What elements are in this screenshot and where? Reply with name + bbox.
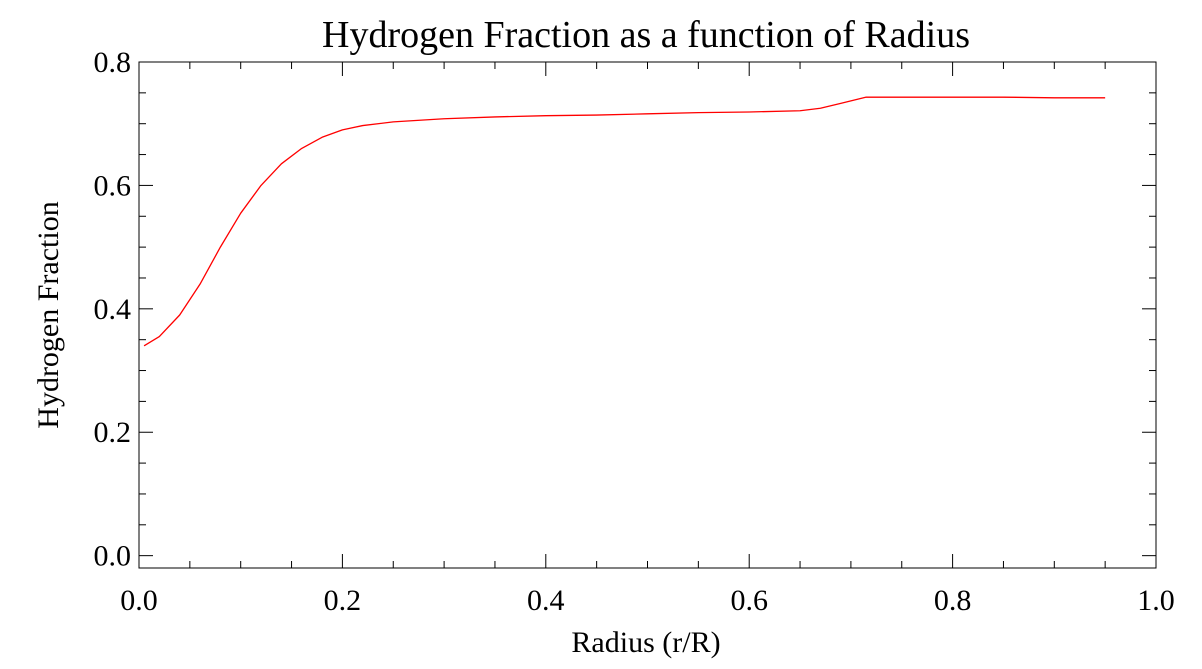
y-tick-label: 0.0 (94, 540, 132, 573)
x-tick-label: 0.0 (120, 584, 158, 617)
plot-area: 0.0 0.2 0.4 0.6 0.8 1.0 0.0 0.2 0.4 0.6 0.8 (94, 46, 1175, 617)
x-tick-label: 0.8 (934, 584, 972, 617)
x-tick-label: 1.0 (1137, 584, 1175, 617)
y-tick-label: 0.8 (94, 46, 132, 79)
y-tick-label: 0.2 (94, 416, 132, 449)
x-tick-label: 0.2 (324, 584, 362, 617)
chart-title: Hydrogen Fraction as a function of Radiu… (322, 14, 970, 56)
y-tick-label: 0.4 (94, 293, 132, 326)
x-tick-label: 0.6 (730, 584, 768, 617)
x-axis-label: Radius (r/R) (571, 626, 720, 659)
hydrogen-fraction-line (143, 96, 1106, 347)
plot-frame (138, 61, 1157, 569)
y-axis-label: Hydrogen Fraction (32, 201, 65, 428)
y-tick-label: 0.6 (94, 169, 132, 202)
x-tick-label: 0.4 (527, 584, 565, 617)
